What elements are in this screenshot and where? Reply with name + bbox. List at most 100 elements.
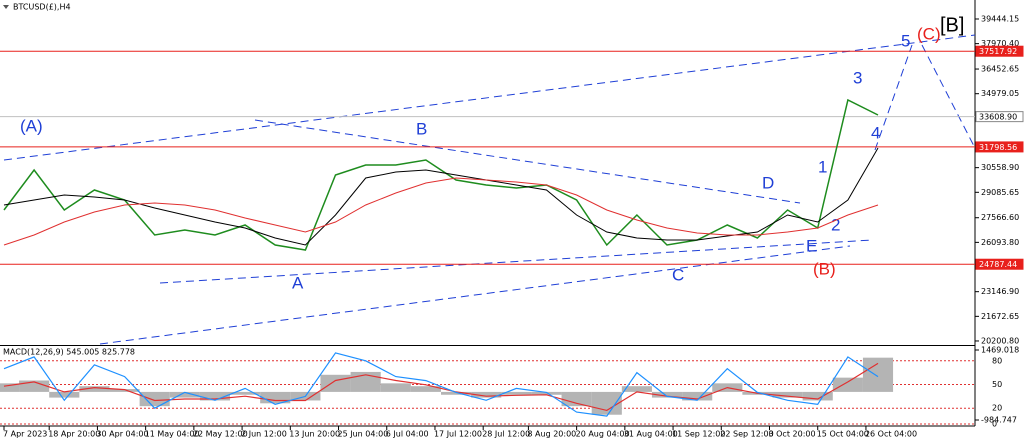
macd-bar: [501, 391, 532, 395]
macd-bar: [109, 389, 140, 392]
y-tick-label: 20200.80: [981, 336, 1019, 345]
wave-label: A: [292, 273, 304, 292]
trend-line: [921, 44, 976, 149]
macd-bar: [19, 380, 50, 392]
wave-label: (B): [813, 259, 836, 278]
x-tick-label: 3 Oct 20:00: [769, 430, 816, 439]
x-tick-label: 6 Jul 04:00: [386, 430, 429, 439]
wave-label: 3: [853, 68, 862, 87]
wave-label: C: [672, 265, 684, 284]
chart-title: BTCUSD(£),H4: [13, 3, 71, 12]
symbol-icon: [3, 5, 9, 9]
y2-tick-label: 50: [992, 380, 1002, 389]
x-tick-label: 15 Oct 04:00: [817, 430, 869, 439]
level-label-box: [975, 258, 1024, 270]
level-label-box: [975, 141, 1024, 153]
macd-bar: [441, 391, 472, 395]
x-tick-label: 11 Sep 12:00: [672, 430, 725, 439]
macd-bar: [862, 357, 894, 392]
macd-bar: [531, 391, 562, 395]
wave-label: 1: [818, 157, 827, 176]
y-tick-label: 37970.40: [981, 39, 1019, 48]
x-tick-label: 2 Jun 12:00: [241, 430, 287, 439]
macd-bar: [380, 383, 411, 392]
macd-bar: [410, 386, 441, 392]
macd-bar: [682, 391, 713, 401]
level-label: 33608.90: [979, 113, 1017, 122]
x-tick-label: 26 Oct 04:00: [865, 430, 917, 439]
macd-bar: [169, 391, 200, 398]
y-tick-label: 21672.65: [981, 312, 1019, 321]
macd-bar: [199, 391, 231, 401]
y-tick-label: 39444.15: [981, 14, 1019, 23]
macd-bar: [49, 391, 80, 398]
trend-line: [254, 119, 801, 204]
signal-line: [3, 362, 879, 412]
trend-line: [3, 34, 976, 161]
wave-labels: (A) B A C D E (B) 1 2 3 4 5 (C) [B]: [20, 14, 964, 292]
macd-bar: [139, 391, 170, 407]
y-tick-label: 34979.05: [981, 89, 1019, 98]
macd-bar: [0, 383, 20, 392]
level-label: 24787.44: [979, 260, 1017, 269]
wave-label: B: [416, 119, 427, 138]
level-label: 31798.56: [979, 143, 1017, 152]
macd-bar: [832, 377, 863, 392]
macd-bar: [561, 391, 592, 407]
x-tick-label: 22 May 12:00: [193, 430, 248, 439]
y-tick-label: 23146.90: [981, 287, 1019, 296]
macd-bar: [621, 386, 652, 392]
wave-label: E: [806, 236, 817, 255]
x-tick-label: 28 Jul 12:00: [482, 430, 530, 439]
y-tick-label: 27566.60: [981, 213, 1019, 222]
y2-tick-label: 80: [992, 356, 1002, 365]
y-tick-label: 29085.65: [981, 188, 1019, 197]
wave-label: D: [762, 173, 774, 192]
x-tick-label: 11 May 04:00: [145, 430, 200, 439]
price-line: [3, 98, 879, 251]
x-tick-label: 20 Aug 04:00: [576, 430, 630, 439]
wave-label: 4: [871, 123, 880, 142]
wave-label: (A): [20, 116, 43, 135]
moving-average: [3, 177, 879, 246]
macd-bar: [230, 391, 261, 395]
macd-title: MACD(12,26,9) 545.005 825.778: [3, 348, 135, 357]
trend-line: [99, 245, 851, 345]
x-tick-label: 18 Apr 20:00: [48, 430, 100, 439]
macd-bar: [320, 374, 351, 392]
y2-tick-label: 0: [992, 420, 997, 429]
wave-label: [B]: [940, 14, 964, 36]
wave-label: 5: [901, 31, 910, 50]
macd-bar: [350, 371, 381, 392]
x-tick-label: 13 Jun 20:00: [289, 430, 340, 439]
oscillator-line: [3, 352, 879, 417]
y-tick-label: 36452.65: [981, 65, 1019, 74]
x-tick-label: 30 Apr 04:00: [96, 430, 148, 439]
x-tick-label: 31 Aug 04:00: [624, 430, 678, 439]
y2-tick-label: 20: [992, 404, 1002, 413]
level-label-box: [975, 45, 1024, 57]
macd-bar: [772, 391, 803, 398]
x-tick-label: 7 Apr 2023: [3, 430, 47, 439]
x-tick-label: 22 Sep 12:00: [720, 430, 773, 439]
x-tick-label: 17 Jul 12:00: [434, 430, 482, 439]
trend-line: [874, 44, 913, 151]
macd-bar: [260, 391, 291, 404]
y-tick-label: -984.747: [981, 415, 1017, 424]
x-tick-label: 25 Jun 04:00: [338, 430, 389, 439]
trend-line: [159, 239, 873, 284]
wave-label: (C): [917, 24, 941, 43]
macd-bar: [651, 391, 683, 398]
macd-bar: [471, 391, 502, 398]
wave-label: 2: [831, 215, 840, 234]
macd-bar: [802, 391, 833, 401]
trend-lines: [3, 34, 976, 345]
x-tick-label: 8 Aug 20:00: [527, 430, 576, 439]
y-tick-label: 30558.90: [981, 163, 1019, 172]
y-tick-label: 1469.018: [981, 345, 1019, 354]
macd-bar: [79, 386, 110, 392]
y-tick-label: 26093.80: [981, 238, 1019, 247]
level-label-box: [975, 111, 1024, 123]
